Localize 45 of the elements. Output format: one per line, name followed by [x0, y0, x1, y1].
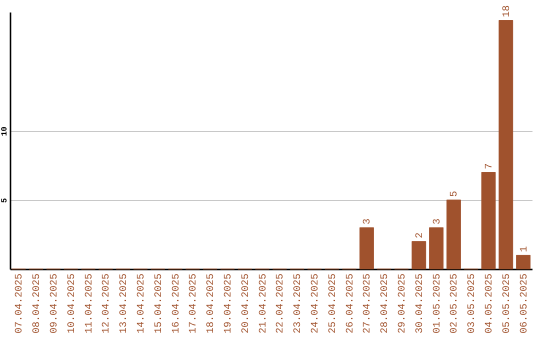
data-label: 1 [519, 246, 530, 252]
x-tick-label: 29.04.2025 [398, 274, 408, 334]
bar [429, 227, 444, 270]
y-tick-label: 10 [0, 126, 10, 136]
x-tick-label: 19.04.2025 [224, 274, 234, 334]
data-label: 2 [414, 232, 426, 238]
x-tick-label: 25.04.2025 [328, 274, 339, 334]
x-tick-label: 21.04.2025 [258, 274, 270, 334]
x-tick-label: 16.04.2025 [171, 274, 182, 334]
bar [498, 20, 514, 270]
x-tick-label: 28.04.2025 [380, 274, 392, 334]
x-tick-label: 12.04.2025 [102, 274, 113, 334]
x-tick-label: 05.05.2025 [502, 274, 513, 334]
x-tick-label: 07.04.2025 [14, 274, 26, 334]
x-tick-label: 06.05.2025 [519, 274, 530, 334]
data-label: 7 [484, 163, 496, 170]
x-tick-label: 30.04.2025 [414, 274, 426, 334]
x-tick-label: 11.04.2025 [84, 274, 96, 334]
x-tick-label: 24.04.2025 [310, 274, 322, 334]
x-tick-label: 14.04.2025 [136, 274, 148, 334]
data-label: 18 [502, 5, 513, 18]
bar [481, 172, 496, 270]
x-tick-label: 22.04.2025 [276, 274, 287, 334]
data-label: 3 [362, 218, 374, 225]
x-tick-label: 10.04.2025 [66, 274, 78, 334]
x-tick-label: 17.04.2025 [188, 274, 200, 334]
x-tick-label: 27.04.2025 [362, 274, 374, 334]
x-tick-label: 15.04.2025 [154, 274, 165, 334]
data-label: 3 [432, 218, 444, 225]
x-tick-label: 26.04.2025 [345, 274, 356, 334]
x-tick-label: 03.05.2025 [467, 274, 478, 334]
bar [359, 227, 374, 270]
bar [516, 254, 531, 270]
x-tick-label: 02.05.2025 [450, 274, 461, 334]
x-tick-label: 13.04.2025 [119, 274, 130, 334]
bar [446, 200, 461, 270]
x-tick-label: 08.04.2025 [32, 274, 44, 334]
bar [412, 241, 426, 270]
x-tick-label: 20.04.2025 [240, 274, 252, 334]
x-tick-label: 18.04.2025 [206, 274, 218, 334]
x-tick-label: 09.04.2025 [50, 274, 60, 334]
data-label: 5 [450, 190, 461, 197]
x-tick-label: 04.05.2025 [484, 274, 496, 334]
x-tick-label: 01.05.2025 [432, 274, 444, 334]
x-tick-label: 23.04.2025 [293, 274, 304, 334]
